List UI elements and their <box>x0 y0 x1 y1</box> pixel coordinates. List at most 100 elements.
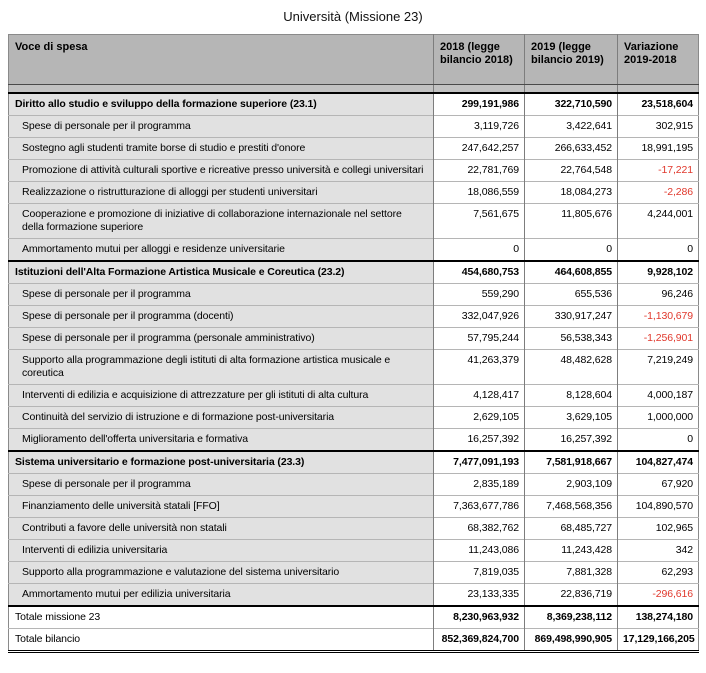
spacer-cell <box>524 84 618 93</box>
row-value-v2018: 7,561,675 <box>433 203 525 238</box>
row-value-v2018: 852,369,824,700 <box>433 628 525 651</box>
row-value-variazione: -1,256,901 <box>643 331 693 344</box>
table-row: Sostegno agli studenti tramite borse di … <box>8 137 699 159</box>
row-value-v2019: 2,903,109 <box>524 473 618 495</box>
table-row: Ammortamento mutui per edilizia universi… <box>8 583 699 606</box>
row-label: Supporto alla programmazione degli istit… <box>8 349 434 384</box>
row-label: Ammortamento mutui per edilizia universi… <box>8 583 434 606</box>
row-value-v2019: 869,498,990,905 <box>524 628 618 651</box>
table-body: Diritto allo studio e sviluppo della for… <box>8 92 699 651</box>
row-value-v2019: 7,881,328 <box>524 561 618 583</box>
table-row: Spese di personale per il programma 3,119… <box>8 115 699 137</box>
row-label: Istituzioni dell'Alta Formazione Artisti… <box>8 260 434 283</box>
row-value-v2018: 247,642,257 <box>433 137 525 159</box>
spacer-cell <box>433 84 525 93</box>
table-row: Cooperazione e promozione di iniziative … <box>8 203 699 238</box>
row-value-v2019: 8,369,238,112 <box>524 605 618 628</box>
row-value-variazione: 4,244,001 <box>647 207 693 220</box>
row-value-variazione: 0 <box>687 242 693 255</box>
row-value-v2019: 22,764,548 <box>524 159 618 181</box>
row-value-v2018: 3,119,726 <box>433 115 525 137</box>
row-value-variazione: 18,991,195 <box>641 141 693 154</box>
row-value-v2018: 332,047,926 <box>433 305 525 327</box>
row-value-v2019: 3,422,641 <box>524 115 618 137</box>
row-label: Spese di personale per il programma <box>8 115 434 137</box>
row-label: Ammortamento mutui per alloggi e residen… <box>8 238 434 261</box>
row-label: Totale bilancio <box>8 628 434 651</box>
row-value-variazione: 104,890,570 <box>635 499 693 512</box>
row-value-v2019: 322,710,590 <box>524 92 618 115</box>
section-row: Diritto allo studio e sviluppo della for… <box>8 92 699 115</box>
row-value-variazione: 4,000,187 <box>647 388 693 401</box>
row-value-v2018: 23,133,335 <box>433 583 525 606</box>
row-value-v2019: 11,805,676 <box>524 203 618 238</box>
row-label: Totale missione 23 <box>8 605 434 628</box>
row-value-variazione: 62,293 <box>661 565 693 578</box>
table-row: Spese di personale per il programma (doc… <box>8 305 699 327</box>
row-label: Miglioramento dell'offerta universitaria… <box>8 428 434 451</box>
table-row: Ammortamento mutui per alloggi e residen… <box>8 238 699 261</box>
page-title: Università (Missione 23) <box>283 9 423 24</box>
table-row: Realizzazione o ristrutturazione di allo… <box>8 181 699 203</box>
row-label: Spese di personale per il programma (doc… <box>8 305 434 327</box>
row-value-variazione: 17,129,166,205 <box>623 632 695 645</box>
row-value-v2018: 18,086,559 <box>433 181 525 203</box>
row-value-variazione: 1,000,000 <box>647 410 693 423</box>
row-value-variazione: 7,219,249 <box>647 353 693 366</box>
column-header-voce-di-spesa: Voce di spesa <box>8 34 434 85</box>
row-label: Finanziamento delle università statali [… <box>8 495 434 517</box>
row-label: Spese di personale per il programma <box>8 283 434 305</box>
row-value-v2018: 2,629,105 <box>433 406 525 428</box>
table-row: Contributi a favore delle università non… <box>8 517 699 539</box>
row-value-v2019: 7,581,918,667 <box>524 450 618 473</box>
row-label: Interventi di edilizia universitaria <box>8 539 434 561</box>
section-row: Istituzioni dell'Alta Formazione Artisti… <box>8 260 699 283</box>
row-value-variazione: -2,286 <box>663 185 693 198</box>
row-value-v2019: 16,257,392 <box>524 428 618 451</box>
row-value-v2018: 299,191,986 <box>433 92 525 115</box>
budget-table: Voce di spesa 2018 (legge bilancio 2018)… <box>8 34 699 653</box>
row-value-v2019: 7,468,568,356 <box>524 495 618 517</box>
row-value-v2019: 0 <box>524 238 618 261</box>
column-header-2019: 2019 (legge bilancio 2019) <box>524 34 618 85</box>
table-row: Spese di personale per il programma 559,2… <box>8 283 699 305</box>
table-row: Interventi di edilizia e acquisizione di… <box>8 384 699 406</box>
spacer-row <box>8 84 699 93</box>
table-row: Spese di personale per il programma (per… <box>8 327 699 349</box>
row-value-v2018: 7,363,677,786 <box>433 495 525 517</box>
table-row: Supporto alla programmazione degli istit… <box>8 349 699 384</box>
row-value-v2019: 655,536 <box>524 283 618 305</box>
row-value-variazione: -17,221 <box>658 163 693 176</box>
row-value-v2019: 18,084,273 <box>524 181 618 203</box>
row-label: Contributi a favore delle università non… <box>8 517 434 539</box>
row-value-variazione: 342 <box>675 543 693 556</box>
total-row: Totale missione 23 8,230,963,932 8,369,238… <box>8 605 699 628</box>
row-value-variazione: 67,920 <box>661 477 693 490</box>
row-value-v2018: 41,263,379 <box>433 349 525 384</box>
row-value-v2018: 8,230,963,932 <box>433 605 525 628</box>
row-value-v2019: 68,485,727 <box>524 517 618 539</box>
row-label: Diritto allo studio e sviluppo della for… <box>8 92 434 115</box>
grand-row: Totale bilancio 852,369,824,700 869,498,99… <box>8 628 699 651</box>
row-value-variazione: 96,246 <box>661 287 693 300</box>
row-label: Realizzazione o ristrutturazione di allo… <box>8 181 434 203</box>
row-value-variazione: 302,915 <box>655 119 693 132</box>
row-value-v2019: 22,836,719 <box>524 583 618 606</box>
row-value-v2019: 3,629,105 <box>524 406 618 428</box>
row-value-v2018: 7,819,035 <box>433 561 525 583</box>
row-value-v2018: 2,835,189 <box>433 473 525 495</box>
row-value-v2019: 266,633,452 <box>524 137 618 159</box>
row-label: Interventi di edilizia e acquisizione di… <box>8 384 434 406</box>
row-value-v2019: 56,538,343 <box>524 327 618 349</box>
row-value-variazione: 138,274,180 <box>635 610 693 623</box>
spacer-cell <box>8 84 434 93</box>
spacer-cell <box>617 84 699 93</box>
column-header-variazione: Variazione 2019-2018 <box>617 34 699 85</box>
row-value-variazione: 104,827,474 <box>635 455 693 468</box>
row-value-v2018: 16,257,392 <box>433 428 525 451</box>
row-label: Supporto alla programmazione e valutazio… <box>8 561 434 583</box>
row-value-v2018: 4,128,417 <box>433 384 525 406</box>
row-value-v2018: 7,477,091,193 <box>433 450 525 473</box>
row-value-variazione: -296,616 <box>652 587 693 600</box>
section-row: Sistema universitario e formazione post-… <box>8 450 699 473</box>
